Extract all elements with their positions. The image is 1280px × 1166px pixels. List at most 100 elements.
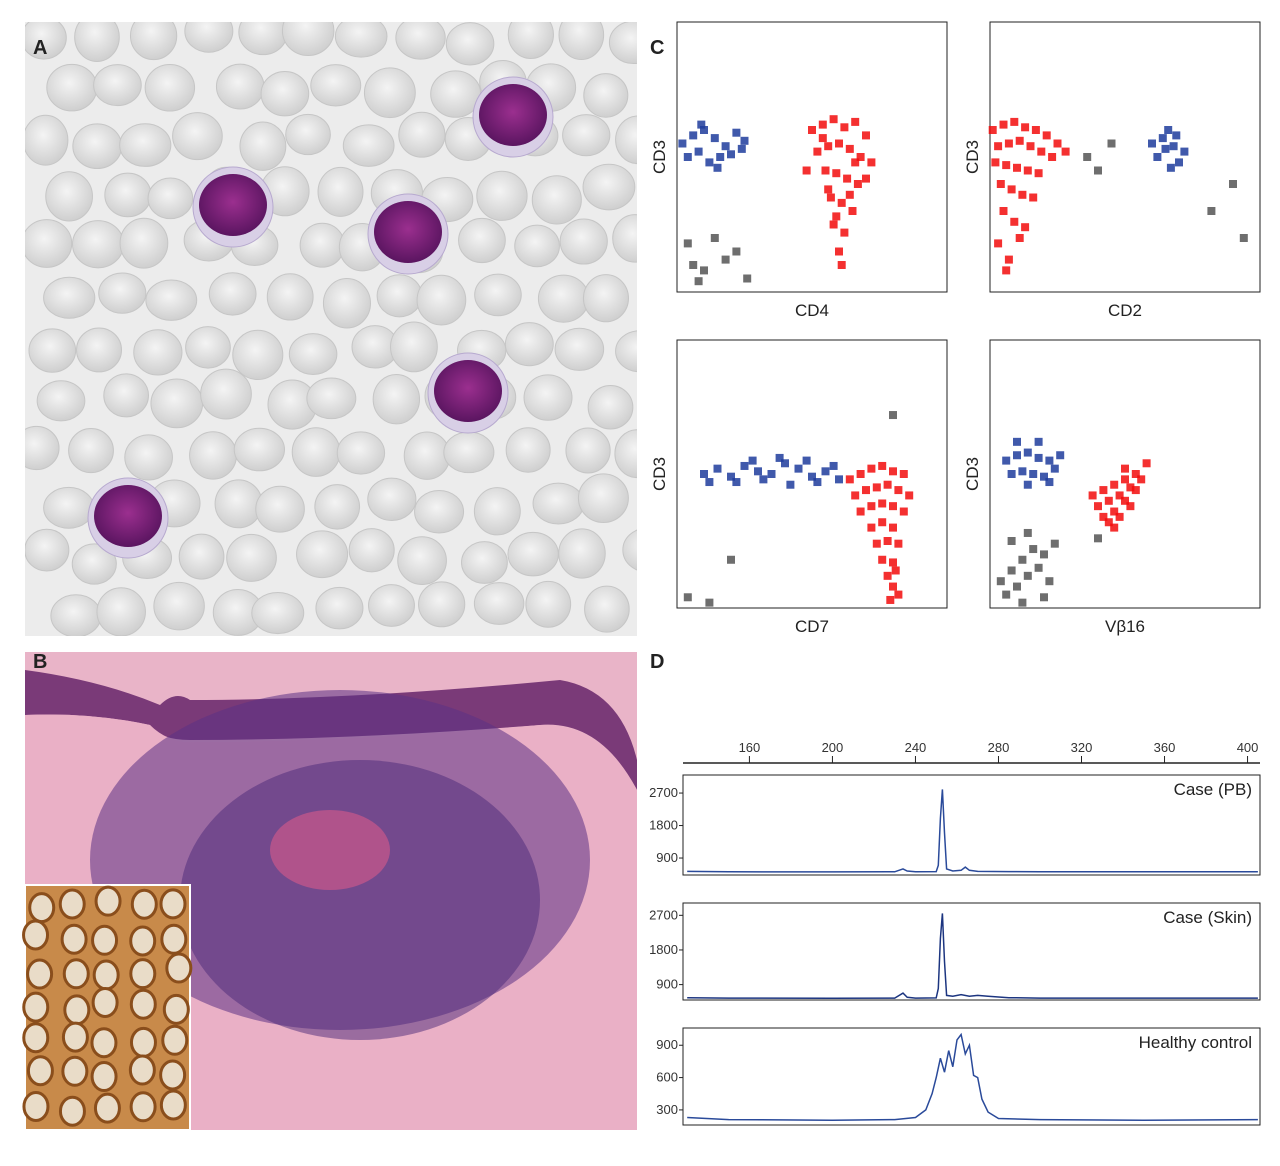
- plot-frame: [682, 1027, 1261, 1126]
- red-cell: [28, 328, 77, 373]
- red-cell: [150, 378, 204, 429]
- event-point: [821, 166, 830, 175]
- event-point: [694, 277, 703, 286]
- event-point: [894, 486, 903, 495]
- red-cell: [185, 326, 231, 369]
- stained-cell: [129, 988, 157, 1020]
- event-point: [1094, 502, 1102, 511]
- red-cell: [461, 541, 508, 584]
- event-point: [1099, 512, 1108, 521]
- panel-label: D: [650, 651, 664, 673]
- event-point: [1045, 577, 1054, 586]
- event-point: [1021, 223, 1030, 232]
- trace-annotation: Case (Skin): [1163, 908, 1252, 927]
- event-point: [1180, 147, 1189, 156]
- red-cell: [414, 489, 465, 534]
- y-tick-label: 2700: [649, 907, 678, 922]
- red-cell: [72, 123, 123, 170]
- event-point: [829, 220, 838, 229]
- red-cell: [239, 121, 287, 171]
- event-point: [1131, 470, 1140, 478]
- event-point: [905, 491, 914, 500]
- event-point: [1110, 507, 1119, 516]
- red-cell: [25, 425, 60, 471]
- stained-cell: [26, 958, 54, 990]
- red-cell: [418, 581, 466, 628]
- x-axis-label: CD7: [795, 617, 829, 636]
- event-point: [1239, 234, 1248, 242]
- event-point: [878, 555, 887, 564]
- red-cell: [119, 123, 172, 167]
- event-point: [845, 144, 854, 153]
- event-point: [996, 180, 1005, 188]
- event-point: [1029, 193, 1038, 202]
- event-point: [1121, 464, 1129, 473]
- event-point: [697, 120, 706, 129]
- red-cell: [558, 528, 606, 579]
- event-point: [694, 147, 703, 156]
- red-cell: [390, 321, 438, 373]
- event-point: [1007, 185, 1016, 194]
- red-cell: [474, 273, 522, 317]
- red-cell: [226, 533, 277, 582]
- event-point: [1002, 456, 1011, 465]
- red-cell: [403, 431, 451, 480]
- event-point: [843, 174, 852, 183]
- red-cell: [363, 67, 416, 119]
- event-point: [1053, 139, 1062, 148]
- red-cell: [296, 530, 349, 579]
- stained-cell: [90, 1027, 118, 1059]
- event-point: [1002, 590, 1011, 599]
- y-tick-label: 300: [656, 1102, 678, 1117]
- event-point: [1007, 566, 1016, 575]
- red-cell: [565, 427, 611, 474]
- event-point: [808, 472, 816, 481]
- event-point: [1172, 131, 1181, 140]
- stained-cell: [63, 994, 91, 1026]
- red-cell: [577, 473, 629, 524]
- event-point: [683, 153, 692, 161]
- event-point: [845, 190, 854, 199]
- event-point: [818, 134, 827, 143]
- x-tick-label: 200: [822, 740, 844, 755]
- lymphocyte-nucleus: [434, 360, 502, 422]
- red-cell: [25, 114, 69, 166]
- event-point: [794, 464, 803, 473]
- event-point: [1007, 470, 1016, 478]
- red-cell: [200, 368, 252, 420]
- red-cell: [443, 431, 495, 474]
- event-point: [889, 582, 897, 591]
- event-point: [889, 523, 897, 532]
- stained-cell: [159, 1089, 187, 1121]
- event-point: [829, 115, 838, 124]
- event-point: [781, 459, 789, 468]
- red-cell: [233, 427, 285, 472]
- plot-frame: [682, 902, 1261, 1001]
- event-point: [851, 491, 860, 500]
- event-point: [1021, 123, 1030, 132]
- event-point: [889, 502, 897, 511]
- y-axis-label: CD3: [650, 457, 669, 491]
- red-cell: [281, 22, 335, 57]
- event-point: [1026, 142, 1035, 151]
- red-cell: [532, 482, 585, 525]
- event-point: [700, 470, 708, 478]
- stained-cell: [91, 924, 119, 956]
- event-point: [883, 571, 892, 580]
- red-cell: [314, 484, 361, 530]
- trace-line: [687, 1032, 1258, 1121]
- event-point: [862, 486, 870, 495]
- red-cell: [43, 276, 96, 319]
- event-point: [1207, 207, 1216, 215]
- stained-cell: [130, 888, 158, 920]
- red-cell: [50, 594, 102, 636]
- event-point: [835, 139, 843, 148]
- event-point: [856, 507, 865, 516]
- red-cell: [299, 222, 345, 268]
- event-point: [1023, 448, 1032, 457]
- event-point: [1010, 117, 1019, 126]
- red-cell: [76, 327, 123, 373]
- stained-cell: [93, 1092, 121, 1124]
- event-point: [775, 453, 784, 462]
